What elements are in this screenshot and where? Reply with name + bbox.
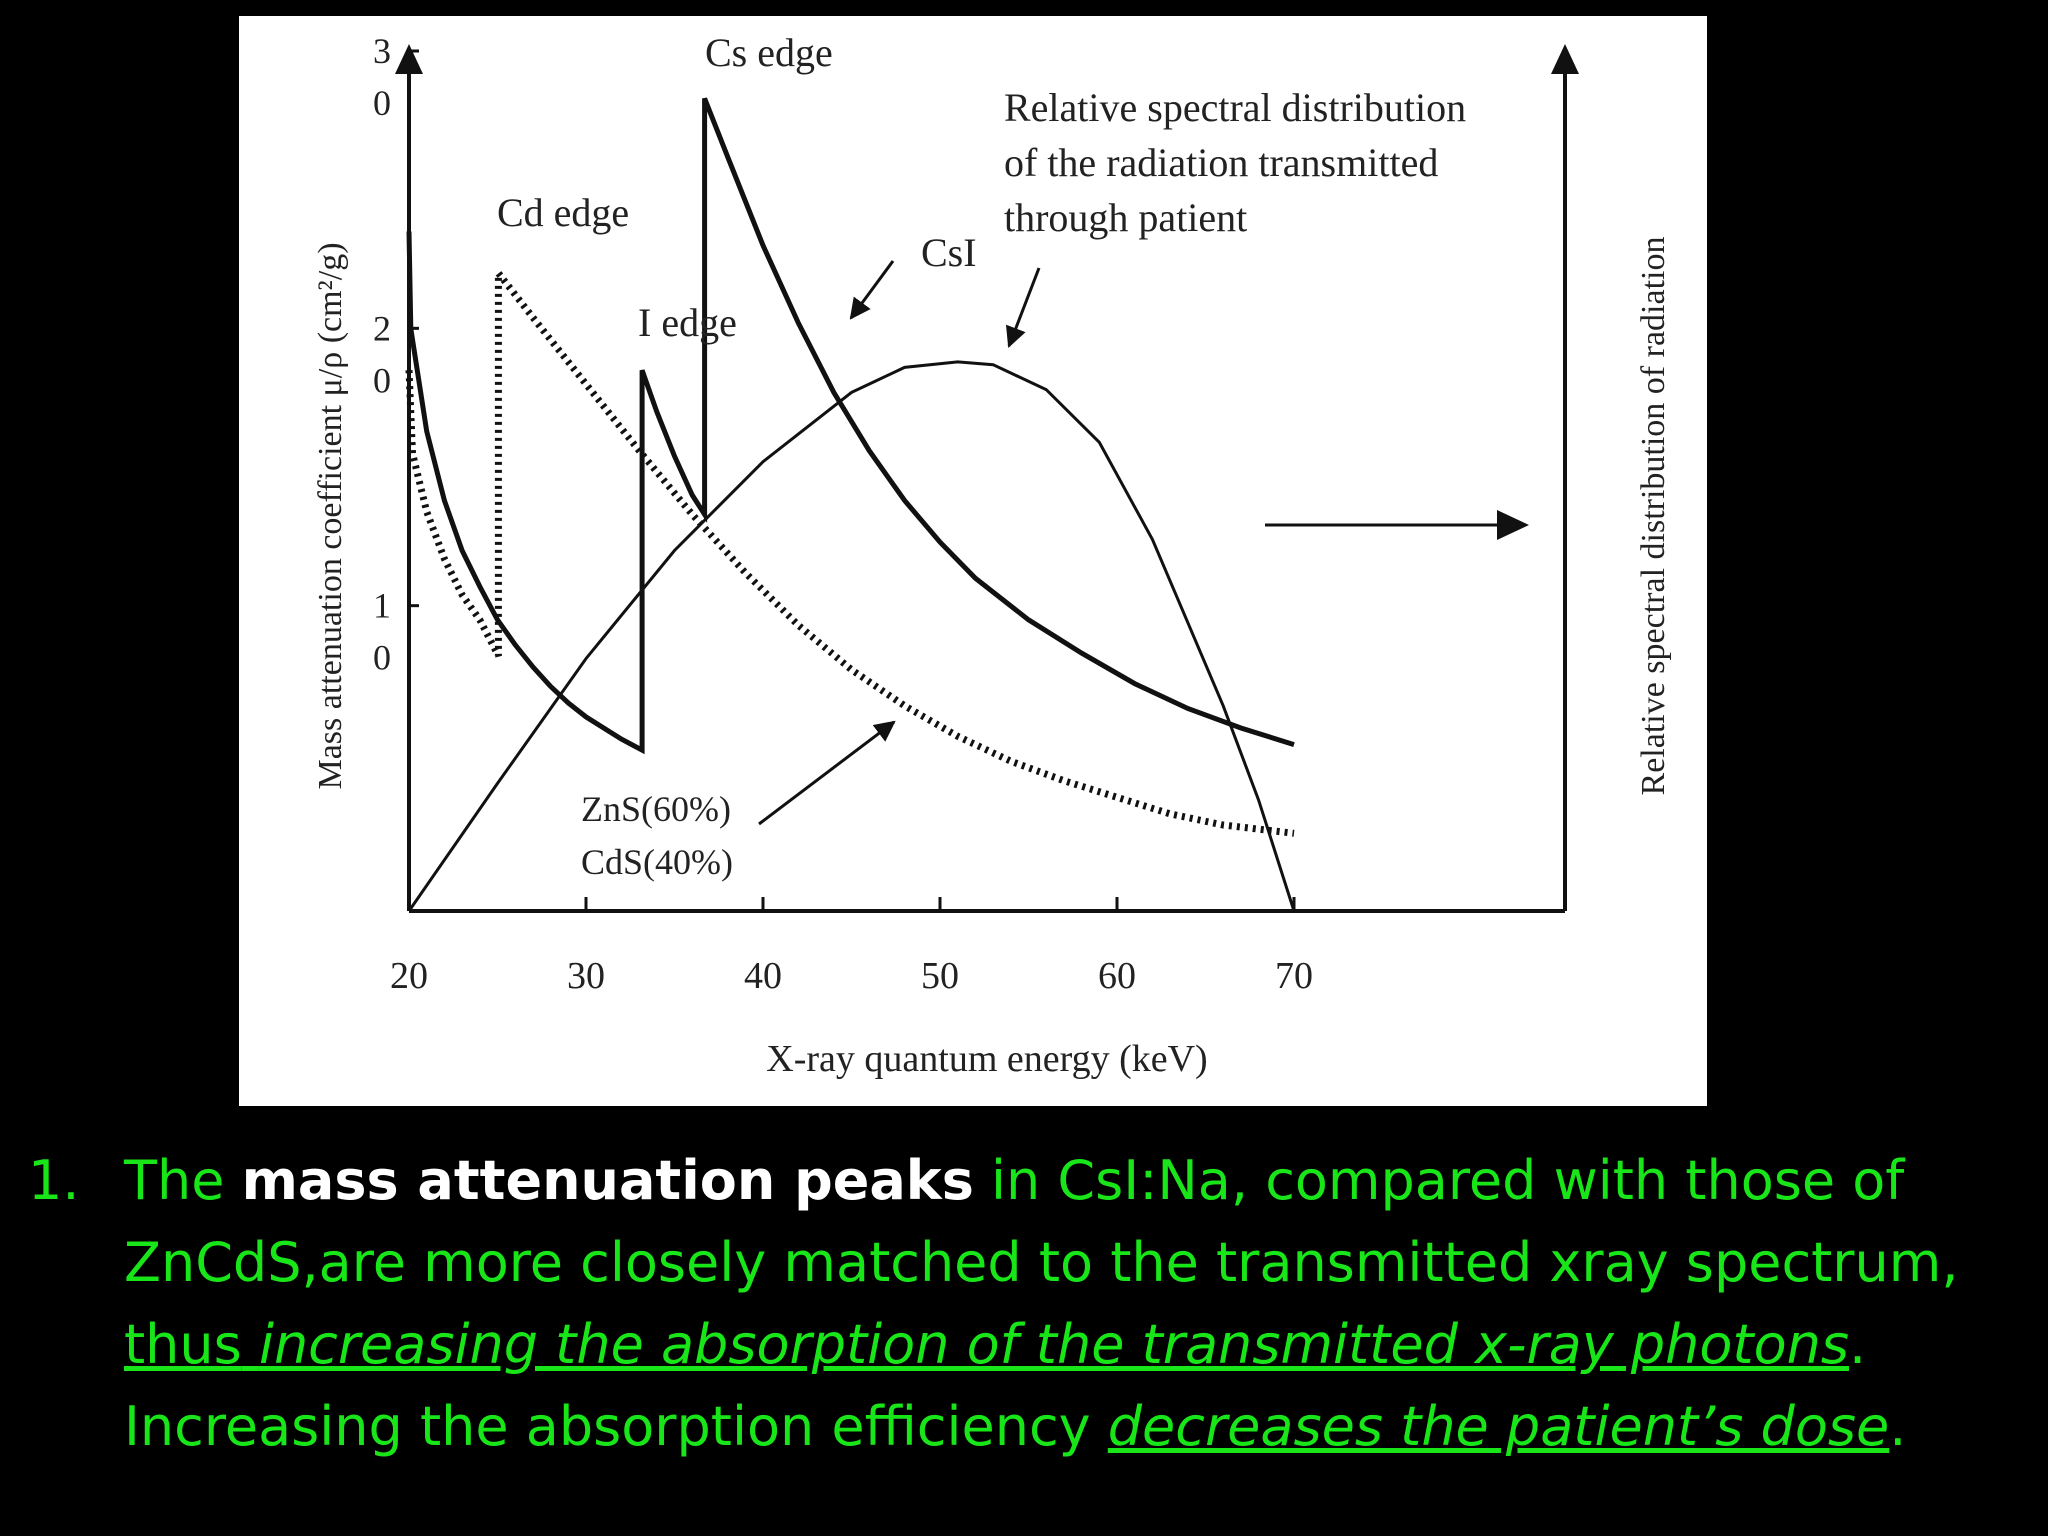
cds-label: CdS(40%): [581, 842, 733, 882]
x-tick-label: 20: [390, 955, 428, 997]
x-tick-label: 70: [1275, 955, 1313, 997]
x-tick-label: 30: [567, 955, 605, 997]
spectrum-label-line3: through patient: [1004, 195, 1247, 240]
x-tick-label: 50: [921, 955, 959, 997]
caption-underlined-text: thus: [124, 1313, 242, 1376]
spectrum-pointer: [1005, 267, 1041, 348]
y2-axis-title: Relative spectral distribution of radiat…: [1635, 237, 1672, 796]
caption-text: in CsI:Na, compared with those of: [991, 1149, 1905, 1212]
caption-line-3: thus increasing the absorption of the tr…: [124, 1304, 2014, 1386]
caption-text: ZnCdS,are more closely matched to the tr…: [124, 1231, 1959, 1294]
csi-pointer: [849, 260, 895, 320]
series-csi-line: [406, 97, 1295, 755]
spectrum-label-line2: of the radiation transmitted: [1004, 140, 1438, 185]
y-axis-title: Mass attenuation coefficient μ/ρ (cm²/g): [312, 242, 349, 789]
caption-text: .: [1848, 1313, 1867, 1376]
x-axis-title: X-ray quantum energy (keV): [766, 1038, 1207, 1080]
zncds-pointer: [758, 720, 896, 826]
y-tick-label-top: 3: [373, 31, 391, 71]
series-spectrum-line: [407, 360, 1296, 912]
caption-text: .: [1889, 1395, 1907, 1458]
left-axis-arrow-icon: [395, 44, 423, 74]
x-tick-label: 60: [1098, 955, 1136, 997]
cd-edge-label: Cd edge: [497, 190, 629, 235]
caption-underlined-italic-text: decreases the patient’s dose: [1107, 1395, 1890, 1458]
caption-underlined-italic-text: increasing the absorption of the transmi…: [258, 1313, 1849, 1376]
caption-text: Increasing the absorption efficiency: [124, 1395, 1091, 1458]
y-tick-label-bottom: 0: [373, 638, 391, 678]
spectrum-right-arrow-icon: [1497, 510, 1529, 540]
y-tick-labels: 1 0 2 0 3 0: [373, 31, 419, 678]
caption-line-4: Increasing the absorption efficiency dec…: [124, 1386, 2014, 1468]
caption-body: The mass attenuation peaks in CsI:Na, co…: [124, 1140, 2014, 1468]
caption-list-number: 1.: [28, 1149, 80, 1212]
y-tick-label-top: 1: [373, 586, 391, 626]
zns-label: ZnS(60%): [581, 789, 731, 829]
series-zncds-line: [405, 262, 1295, 837]
caption-bold-text: mass attenuation peaks: [241, 1149, 974, 1212]
x-tick-label: 40: [744, 955, 782, 997]
caption-line-1: The mass attenuation peaks in CsI:Na, co…: [124, 1140, 2014, 1222]
y-tick-label-bottom: 0: [373, 83, 391, 123]
right-axis-arrow-icon: [1551, 44, 1579, 74]
caption-text: The: [124, 1149, 225, 1212]
y-tick-label-bottom: 0: [373, 360, 391, 400]
spectrum-label-line1: Relative spectral distribution: [1004, 85, 1466, 130]
y-tick-label-top: 2: [373, 308, 391, 348]
x-tick-marks: 20 30 40 50 60 70: [390, 897, 1313, 997]
csi-label: CsI: [921, 230, 977, 275]
i-edge-label: I edge: [638, 300, 737, 345]
caption-line-2: ZnCdS,are more closely matched to the tr…: [124, 1222, 2014, 1304]
cs-edge-label: Cs edge: [705, 30, 833, 75]
